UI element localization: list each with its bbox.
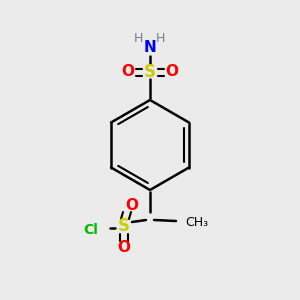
Text: S: S <box>144 63 156 81</box>
Text: S: S <box>118 217 130 235</box>
Text: H: H <box>133 32 143 44</box>
Text: Cl: Cl <box>83 223 98 237</box>
Text: O: O <box>118 241 130 256</box>
Text: CH₃: CH₃ <box>185 217 208 230</box>
Text: H: H <box>155 32 165 44</box>
Text: O: O <box>166 64 178 80</box>
Text: N: N <box>144 40 156 56</box>
Text: O: O <box>122 64 134 80</box>
Text: O: O <box>125 199 139 214</box>
